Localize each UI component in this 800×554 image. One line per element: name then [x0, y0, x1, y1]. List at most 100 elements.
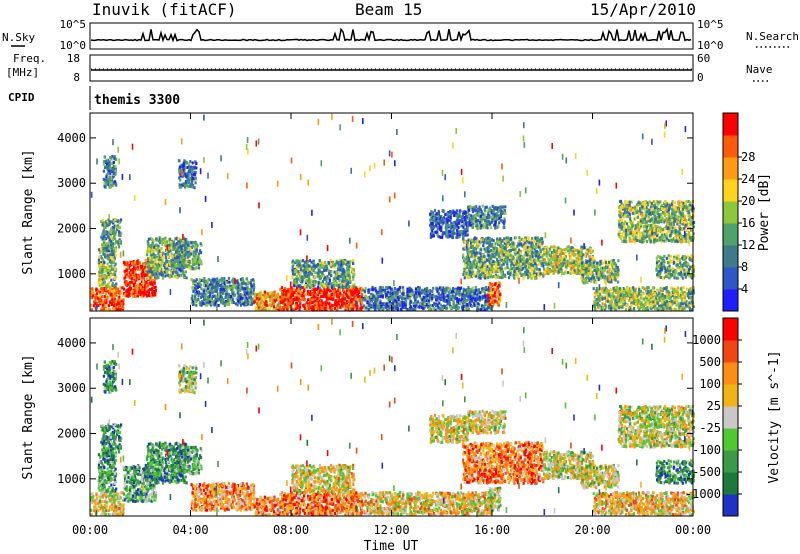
- heatmap-cell: [459, 209, 461, 212]
- heatmap-cell: [250, 283, 252, 286]
- heatmap-cell: [104, 186, 106, 189]
- radar-title: Inuvik (fitACF): [92, 0, 237, 19]
- heatmap-cell: [167, 255, 169, 258]
- heatmap-cell: [317, 286, 319, 289]
- heatmap-cell: [107, 167, 109, 170]
- heatmap-cell: [110, 293, 112, 296]
- heatmap-cell: [213, 295, 215, 298]
- heatmap-cell: [342, 261, 344, 264]
- heatmap-cell: [111, 184, 113, 187]
- heatmap-cell: [156, 258, 158, 261]
- heatmap-cell: [479, 291, 481, 294]
- heatmap-cell: [305, 280, 307, 283]
- heatmap-cell: [401, 301, 403, 304]
- heatmap-cell: [395, 291, 397, 294]
- heatmap-cell: [159, 273, 161, 276]
- heatmap-cell: [418, 306, 420, 309]
- heatmap-cell: [118, 296, 120, 299]
- heatmap-cell: [157, 252, 159, 255]
- nsky-label: N.Sky: [2, 31, 35, 44]
- heatmap-cell: [176, 242, 178, 245]
- heatmap-cell: [478, 288, 480, 291]
- heatmap-cell: [288, 293, 290, 296]
- heatmap-cell: [195, 293, 197, 296]
- heatmap-cell: [292, 266, 294, 269]
- heatmap-cell: [170, 272, 172, 275]
- heatmap-cell: [331, 293, 333, 296]
- heatmap-cell: [194, 246, 196, 249]
- heatmap-cell: [143, 291, 145, 294]
- heatmap-cell: [256, 293, 258, 296]
- heatmap-cell: [107, 235, 109, 238]
- heatmap-cell: [164, 271, 166, 274]
- heatmap-cell: [334, 299, 336, 302]
- heatmap-cell: [253, 289, 255, 292]
- heatmap-cell: [380, 295, 382, 298]
- heatmap-cell: [151, 261, 153, 264]
- heatmap-cell: [310, 285, 312, 288]
- heatmap-cell: [104, 276, 106, 279]
- heatmap-cell: [318, 266, 320, 269]
- heatmap-cell: [165, 256, 167, 259]
- heatmap-cell: [345, 273, 347, 276]
- heatmap-cell: [194, 267, 196, 270]
- heatmap-cell: [450, 216, 452, 219]
- heatmap-cell: [197, 286, 199, 289]
- heatmap-cell: [306, 286, 308, 289]
- heatmap-cell: [131, 277, 133, 280]
- heatmap-cell: [115, 158, 117, 161]
- heatmap-cell: [241, 300, 243, 303]
- heatmap-cell: [296, 275, 298, 278]
- heatmap-cell: [469, 301, 471, 304]
- heatmap-cell: [139, 261, 141, 264]
- heatmap-cell: [131, 262, 133, 265]
- heatmap-cell: [377, 302, 379, 305]
- heatmap-cell: [108, 241, 110, 244]
- heatmap-cell: [342, 279, 344, 282]
- heatmap-cell: [459, 287, 461, 290]
- heatmap-cell: [102, 247, 104, 250]
- heatmap-cell: [106, 242, 108, 245]
- heatmap-cell: [457, 226, 459, 229]
- heatmap-cell: [108, 269, 110, 272]
- heatmap-cell: [324, 276, 326, 279]
- heatmap-cell: [313, 269, 315, 272]
- heatmap-cell: [425, 288, 427, 291]
- heatmap-cell: [355, 297, 357, 300]
- heatmap-cell: [292, 260, 294, 263]
- heatmap-cell: [451, 290, 453, 293]
- heatmap-cell: [232, 298, 234, 301]
- heatmap-cell: [431, 297, 433, 300]
- heatmap-cell: [456, 229, 458, 232]
- heatmap-cell: [171, 255, 173, 258]
- heatmap-cell: [462, 308, 464, 311]
- heatmap-cell: [352, 262, 354, 265]
- heatmap-cell: [309, 293, 311, 296]
- heatmap-cell: [218, 280, 220, 283]
- heatmap-cell: [469, 288, 471, 291]
- heatmap-cell: [269, 291, 271, 294]
- heatmap-cell: [104, 156, 106, 159]
- heatmap-cell: [193, 241, 195, 244]
- heatmap-cell: [198, 252, 200, 255]
- heatmap-cell: [434, 209, 436, 212]
- heatmap-cell: [163, 240, 165, 243]
- heatmap-cell: [193, 263, 195, 266]
- heatmap-cell: [448, 302, 450, 305]
- heatmap-cell: [202, 279, 204, 282]
- heatmap-cell: [382, 307, 384, 310]
- heatmap-cell: [291, 293, 293, 296]
- heatmap-cell: [146, 253, 148, 256]
- heatmap-cell: [339, 288, 341, 291]
- heatmap-cell: [177, 260, 179, 263]
- heatmap-cell: [193, 173, 195, 176]
- heatmap-cell: [414, 308, 416, 311]
- heatmap-cell: [346, 267, 348, 270]
- heatmap-cell: [143, 264, 145, 267]
- heatmap-cell: [109, 164, 111, 167]
- heatmap-cell: [456, 233, 458, 236]
- heatmap-cell: [280, 301, 282, 304]
- heatmap-cell: [114, 273, 116, 276]
- heatmap-cell: [431, 235, 433, 238]
- heatmap-cell: [458, 221, 460, 224]
